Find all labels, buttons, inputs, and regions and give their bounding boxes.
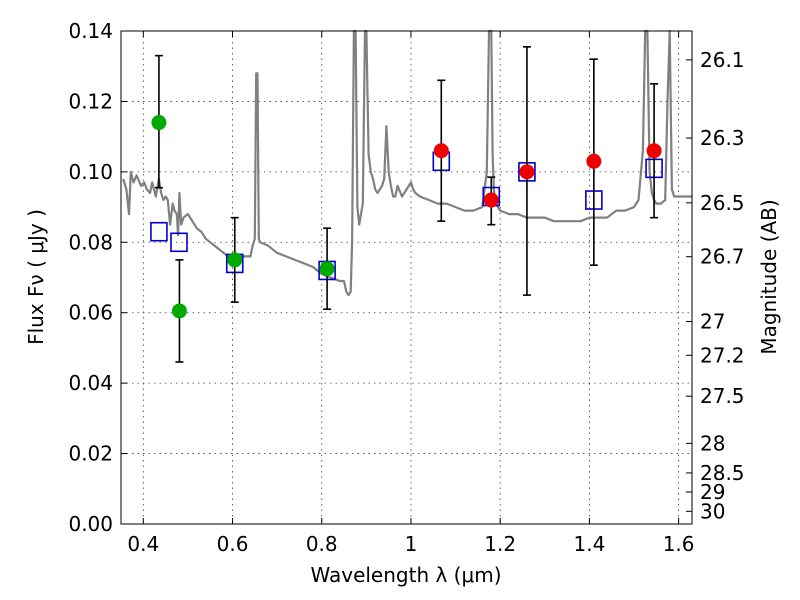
model-band-square [170, 232, 188, 253]
observed-point [433, 143, 449, 159]
mag-tick-label: 30 [700, 499, 725, 523]
x-tick-label: 1.4 [573, 532, 605, 556]
axes: 0.4 0.6 0.8 1 1.2 1.4 1.6 0.00 0.02 0.04 0.06 0.08 0… [68, 19, 744, 556]
observed-point [646, 143, 662, 159]
mag-tick-label: 27.5 [700, 384, 745, 408]
observed-point [586, 153, 602, 169]
y-tick-label: 0.06 [68, 301, 113, 325]
observed-point [171, 303, 187, 319]
mag-tick-label: 26.7 [700, 245, 745, 269]
y-tick-label: 0.02 [68, 442, 113, 466]
x-tick-label: 1.2 [484, 532, 516, 556]
mag-tick-label: 26.3 [700, 126, 745, 150]
y-tick-label: 0.00 [68, 512, 113, 536]
y-tick-label: 0.14 [68, 19, 113, 43]
y-tick-label: 0.08 [68, 230, 113, 254]
mag-tick-label: 27 [700, 310, 725, 334]
mag-tick-label: 26.1 [700, 48, 745, 72]
mag-tick-label: 26.5 [700, 191, 745, 215]
x-axis-label: Wavelength λ (μm) [310, 563, 501, 587]
x-tick-label: 0.4 [127, 532, 159, 556]
mag-tick-label: 29 [700, 480, 725, 504]
x-tick-label: 0.8 [306, 532, 338, 556]
y-tick-label: 0.10 [68, 160, 113, 184]
y-tick-label: 0.12 [68, 89, 113, 113]
mag-tick-label: 28.5 [700, 461, 745, 485]
x-tick-label: 1 [405, 532, 418, 556]
mag-tick-label: 27.2 [700, 343, 745, 367]
plot-frame [120, 30, 693, 525]
y-tick-label: 0.04 [68, 371, 113, 395]
y-axis-label: Flux Fν ( μJy ) [24, 209, 48, 345]
points-layer [150, 46, 663, 363]
observed-point [227, 252, 243, 268]
x-tick-label: 1.6 [663, 532, 695, 556]
observed-point [519, 164, 535, 180]
observed-point [483, 192, 499, 208]
x-tick-label: 0.6 [217, 532, 249, 556]
model-band-square [150, 221, 168, 242]
observed-point [319, 261, 335, 277]
observed-point [151, 115, 167, 131]
mag-tick-label: 28 [700, 431, 725, 455]
y2-axis-label: Magnitude (AB) [757, 199, 781, 354]
